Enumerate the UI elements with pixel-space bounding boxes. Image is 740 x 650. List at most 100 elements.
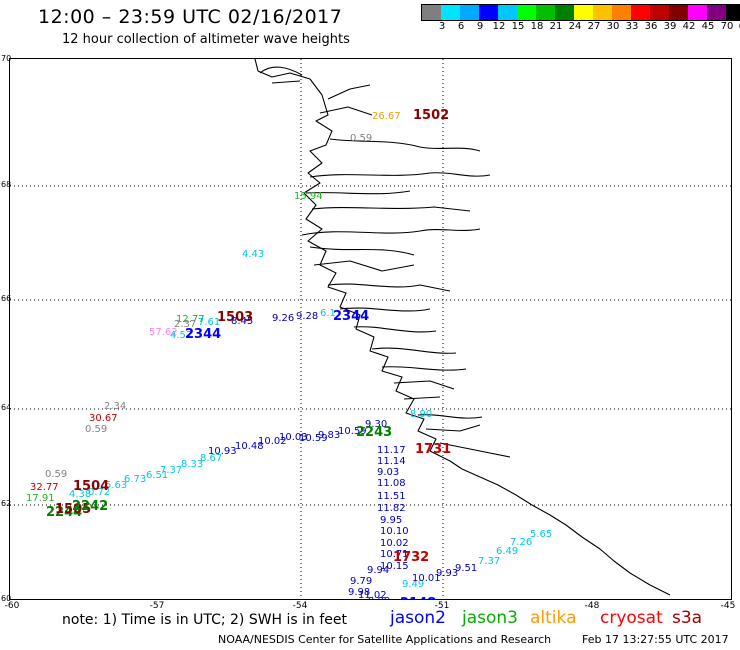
wave-height-colorbar: [421, 4, 740, 21]
coast-north-interior: [329, 138, 481, 152]
wave-height-value: 7.37: [160, 465, 182, 476]
pass-time-label: 1732: [393, 550, 429, 565]
wave-height-value: 10.59: [299, 433, 328, 444]
legend-s3a: s3a: [672, 608, 703, 628]
wave-height-value: 8.45: [231, 316, 253, 327]
lon-tick-minus-54: -54: [292, 601, 308, 611]
colorbar-swatch: [555, 5, 574, 20]
map-subtitle: 12 hour collection of altimeter wave hei…: [62, 32, 350, 47]
colorbar-swatch: [612, 5, 631, 20]
wave-height-value: 10.48: [235, 441, 264, 452]
colorbar-label: 6: [457, 21, 465, 32]
pass-time-label: 2244: [46, 505, 82, 520]
pass-time-label: 1731: [415, 442, 451, 457]
lat-tick-64: 64: [1, 403, 12, 412]
wave-height-value: 10.10: [380, 526, 409, 537]
legend-altika: altika: [530, 608, 577, 628]
colorbar-label: 42: [682, 21, 696, 32]
wave-height-value: 0.59: [85, 424, 107, 435]
colorbar-swatch: [479, 5, 498, 20]
wave-height-value: 7.61: [198, 317, 220, 328]
pass-time-label: 1505: [55, 502, 91, 517]
colorbar-label: 33: [625, 21, 639, 32]
coast-top-islands: [259, 66, 373, 116]
colorbar-swatch: [669, 5, 688, 20]
pass-time-label: 1504: [73, 479, 109, 494]
wave-height-value: 5.63: [105, 480, 127, 491]
wave-height-value: 9.95: [380, 515, 402, 526]
wave-height-value: 9.26: [272, 313, 294, 324]
wave-height-value: 9.89: [368, 596, 390, 599]
wave-height-value: 9.49: [402, 579, 424, 590]
colorbar-label: (ft): [738, 21, 740, 32]
colorbar-label: 21: [549, 21, 563, 32]
colorbar-swatch: [460, 5, 479, 20]
lat-tick-62: 62: [1, 499, 12, 508]
wave-height-value: 9.30: [365, 419, 387, 430]
fjord-68: [305, 172, 491, 212]
pass-time-label: 1503: [217, 310, 253, 325]
observation-labels: 26.67 1502 0.59 15.94 4.43 12.77 1503 2.3757.62…: [26, 108, 552, 599]
fjord-66: [327, 283, 451, 333]
colorbar-swatch: [650, 5, 669, 20]
pass-time-label: 2242: [72, 499, 108, 514]
colorbar-swatch: [726, 5, 740, 20]
wave-height-value: 0.59: [350, 133, 372, 144]
wave-height-value: 10.93: [208, 446, 237, 457]
lat-tick-60: 60: [1, 594, 12, 603]
legend-jason2: jason2: [390, 608, 446, 628]
generation-timestamp: Feb 17 13:27:55 UTC 2017: [582, 633, 729, 646]
wave-height-value: 11.17: [377, 445, 406, 456]
colorbar-swatch: [593, 5, 612, 20]
wave-height-value: 26.67: [372, 111, 401, 122]
wave-height-value: 10.03: [279, 432, 308, 443]
wave-height-value: 11.14: [377, 456, 406, 467]
colorbar-label: 70: [720, 21, 734, 32]
wave-height-value: 9.94: [367, 565, 389, 576]
colorbar-label: 9: [476, 21, 484, 32]
colorbar-swatch: [536, 5, 555, 20]
pass-time-label: 2344: [333, 309, 369, 324]
wave-height-value: 9.83: [318, 430, 340, 441]
legend-jason3: jason3: [462, 608, 518, 628]
lon-tick-minus-45: -45: [720, 601, 736, 611]
pass-time-label: 2243: [356, 425, 392, 440]
fjord-64: [417, 414, 511, 458]
colorbar-label: 36: [644, 21, 658, 32]
wave-height-value: 15.94: [294, 191, 323, 202]
lon-tick-minus-60: -60: [4, 601, 20, 611]
wave-height-value: 9.79: [350, 576, 372, 587]
wave-height-value: 5.65: [530, 529, 552, 540]
wave-height-value: 30.67: [89, 413, 118, 424]
colorbar-label: 24: [568, 21, 582, 32]
footnote: note: 1) Time is in UTC; 2) SWH is in fe…: [62, 612, 348, 628]
lon-tick-minus-51: -51: [434, 601, 450, 611]
wave-height-value: 6.73: [124, 474, 146, 485]
wave-height-value: 11.08: [377, 478, 406, 489]
wave-height-value: 11.02: [358, 590, 387, 599]
wave-height-value: 8.67: [200, 453, 222, 464]
wave-height-value: 8.33: [181, 459, 203, 470]
wave-height-value: 7.26: [510, 537, 532, 548]
wave-height-value: 6.1: [320, 308, 336, 319]
wave-height-value: 10.71: [380, 549, 409, 560]
colorbar-swatch: [441, 5, 460, 20]
wave-height-value: 11.82: [377, 503, 406, 514]
wave-height-value: 9.98: [348, 587, 370, 598]
wave-height-value: 10.01: [412, 573, 441, 584]
wave-height-value: 10.02: [258, 436, 287, 447]
map-panel: 26.67 1502 0.59 15.94 4.43 12.77 1503 2.37 57.62…: [9, 58, 732, 600]
wave-height-value: 10.59: [338, 426, 367, 437]
pass-time-label: 1502: [413, 108, 449, 123]
wave-height-value: 6.51: [146, 470, 168, 481]
colorbar-label: 30: [606, 21, 620, 32]
colorbar-label: 27: [587, 21, 601, 32]
colorbar-label: 15: [511, 21, 525, 32]
lat-tick-68: 68: [1, 180, 12, 189]
wave-height-value: 0.72: [88, 487, 110, 498]
wave-height-value: 12.77: [176, 314, 205, 325]
colorbar-swatch: [688, 5, 707, 20]
greenland-coastline: [254, 59, 671, 596]
lat-tick-70: 70: [1, 54, 12, 63]
